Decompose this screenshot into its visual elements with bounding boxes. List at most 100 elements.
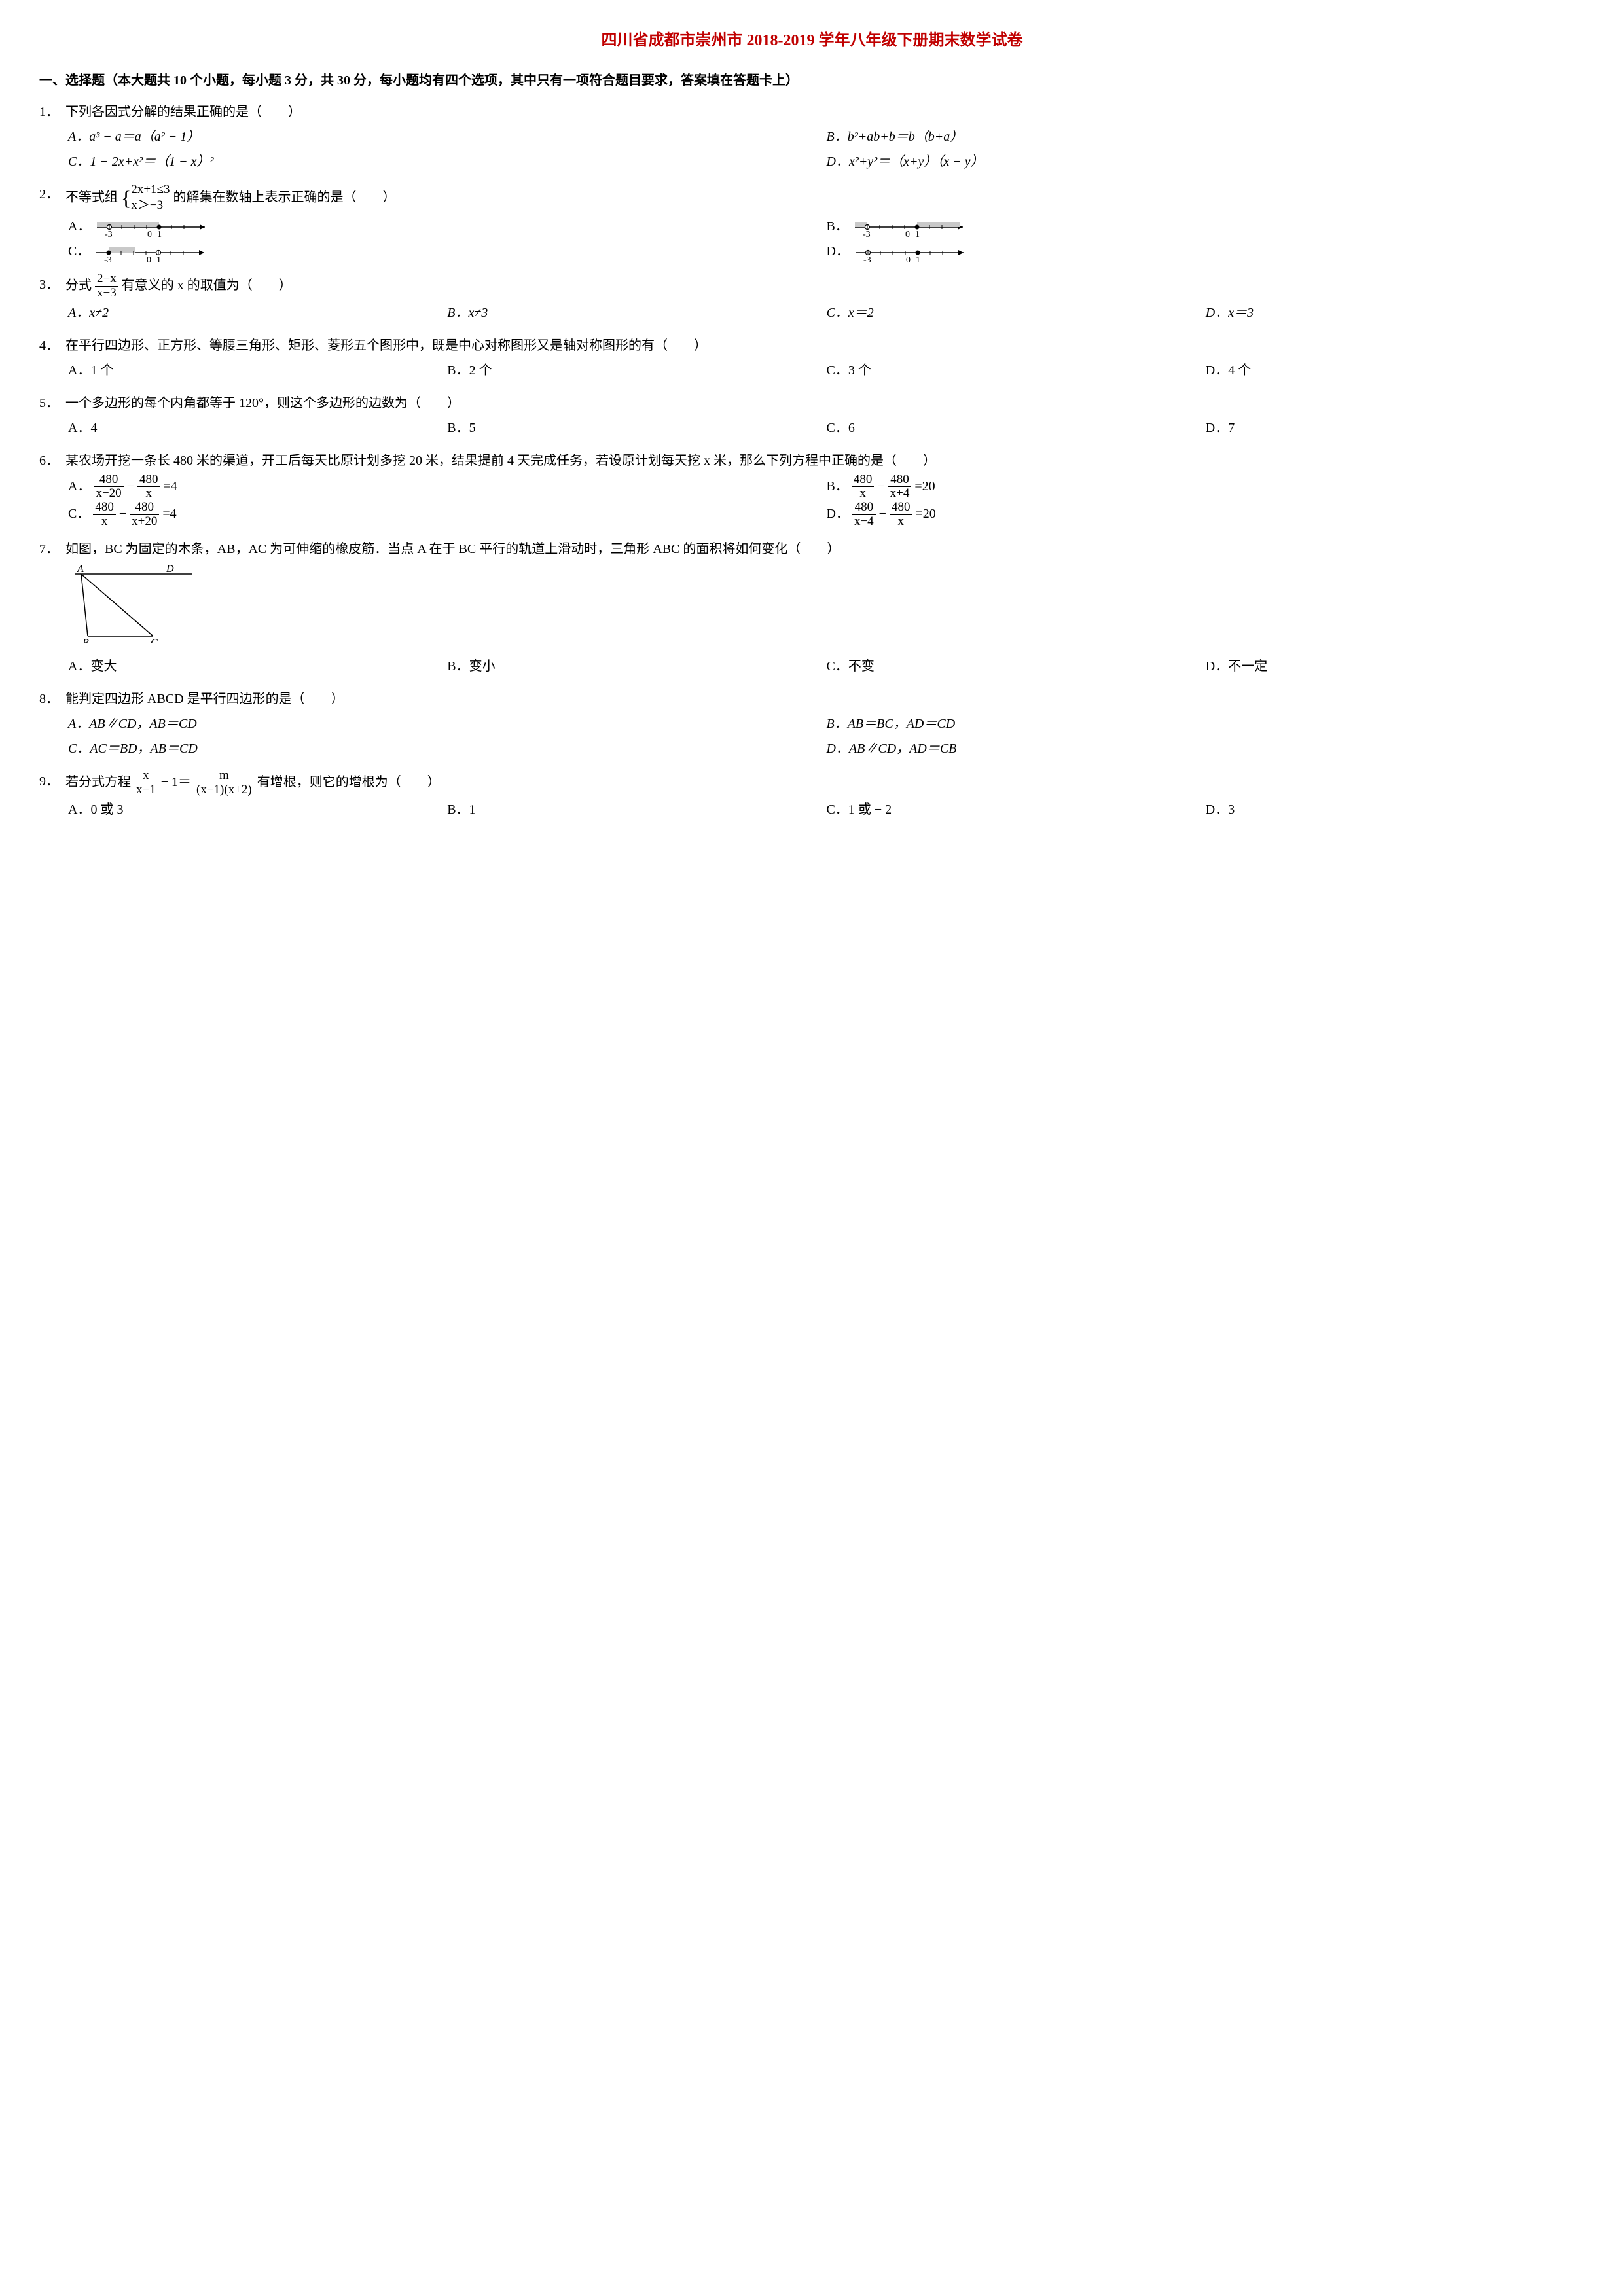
svg-text:-3: -3 — [105, 230, 113, 239]
q6a-f2-den: x — [137, 487, 160, 501]
svg-text:1: 1 — [156, 255, 161, 264]
fig-label-b: B — [82, 637, 89, 643]
svg-text:1: 1 — [915, 230, 920, 239]
fig-label-a: A — [77, 564, 84, 575]
q6c-frac2: 480x+20 — [130, 501, 159, 529]
q1-opt-a: A．a³ − a＝a（a² − 1） — [68, 124, 827, 149]
q9-f1-num: x — [134, 769, 158, 783]
q4-opt-a: A．1 个 — [68, 358, 447, 383]
q4-number: 4． — [39, 333, 65, 358]
q8-opt-b: B．AB＝BC，AD＝CD — [827, 711, 1585, 736]
q7-opt-c: C．不变 — [827, 654, 1206, 679]
q6c-f1-num: 480 — [93, 501, 116, 515]
q3-number: 3． — [39, 272, 65, 300]
q9-number: 9． — [39, 769, 65, 797]
question-1: 1． 下列各因式分解的结果正确的是（ ） A．a³ − a＝a（a² − 1） … — [39, 99, 1585, 174]
q6b-f1-num: 480 — [852, 473, 875, 488]
q9-frac2: m (x−1)(x+2) — [194, 769, 254, 797]
q6b-frac1: 480x — [852, 473, 875, 501]
svg-text:0: 0 — [147, 255, 151, 264]
q6b-rhs: =20 — [914, 479, 935, 493]
q9-stem: 若分式方程 x x−1 − 1＝ m (x−1)(x+2) 有增根，则它的增根为… — [65, 769, 1585, 797]
q2-opt-c: C． -301 — [68, 239, 827, 264]
q6d-f1-num: 480 — [852, 501, 876, 515]
q6-opt-b: B． 480x − 480x+4 =20 — [827, 473, 1585, 501]
svg-text:0: 0 — [906, 255, 911, 264]
fig-label-d: D — [166, 564, 174, 575]
q9-opt-c: C．1 或 − 2 — [827, 797, 1206, 822]
q5-number: 5． — [39, 391, 65, 416]
question-7: 7． 如图，BC 为固定的木条，AB，AC 为可伸缩的橡皮筋．当点 A 在于 B… — [39, 537, 1585, 679]
q4-stem: 在平行四边形、正方形、等腰三角形、矩形、菱形五个图形中，既是中心对称图形又是轴对… — [65, 333, 1585, 358]
q3-frac-den: x−3 — [95, 287, 118, 300]
q6b-f1-den: x — [852, 487, 875, 501]
q6a-frac1: 480x−20 — [94, 473, 123, 501]
q6-stem: 某农场开挖一条长 480 米的渠道，开工后每天比原计划多挖 20 米，结果提前 … — [65, 448, 1585, 473]
question-5: 5． 一个多边形的每个内角都等于 120°，则这个多边形的边数为（ ） A．4 … — [39, 391, 1585, 440]
q9-opt-b: B．1 — [447, 797, 826, 822]
q6c-rhs: =4 — [162, 507, 176, 521]
q8-opt-c: C．AC＝BD，AB＝CD — [68, 736, 827, 761]
section-1-heading: 一、选择题（本大题共 10 个小题，每小题 3 分，共 30 分，每小题均有四个… — [39, 68, 1585, 93]
q1-opt-c: C．1 − 2x+x²＝（1 − x）² — [68, 149, 827, 174]
q2-sys-bot: x＞−3 — [131, 198, 170, 214]
question-3: 3． 分式 2−x x−3 有意义的 x 的取值为（ ） A．x≠2 B．x≠3… — [39, 272, 1585, 325]
question-4: 4． 在平行四边形、正方形、等腰三角形、矩形、菱形五个图形中，既是中心对称图形又… — [39, 333, 1585, 383]
svg-text:0: 0 — [147, 230, 152, 239]
q2-stem-pre: 不等式组 — [65, 190, 118, 204]
numberline-c-icon: -301 — [93, 241, 211, 264]
q6d-frac2: 480x — [890, 501, 912, 529]
q6d-f1-den: x−4 — [852, 515, 876, 529]
q2-sys-top: 2x+1≤3 — [131, 182, 170, 198]
q2-stem: 不等式组 { 2x+1≤3 x＞−3 的解集在数轴上表示正确的是（ ） — [65, 182, 1585, 214]
q3-opt-b: B．x≠3 — [447, 300, 826, 325]
numberline-b-icon: -3 01 — [852, 215, 969, 239]
q6-opt-c-label: C． — [68, 507, 90, 521]
q7-opt-a: A．变大 — [68, 654, 447, 679]
q2-opt-b-label: B． — [827, 219, 848, 234]
q2-number: 2． — [39, 182, 65, 214]
q6a-f2-num: 480 — [137, 473, 160, 488]
q9-frac1: x x−1 — [134, 769, 158, 797]
q9-opt-a: A．0 或 3 — [68, 797, 447, 822]
q2-opt-c-label: C． — [68, 244, 90, 259]
q6c-f2-num: 480 — [130, 501, 159, 515]
q6b-f2-den: x+4 — [888, 487, 912, 501]
q4-opt-c: C．3 个 — [827, 358, 1206, 383]
svg-text:-3: -3 — [863, 230, 871, 239]
q6a-frac2: 480x — [137, 473, 160, 501]
q3-frac-num: 2−x — [95, 272, 118, 287]
q6-opt-a-label: A． — [68, 479, 90, 493]
q8-stem: 能判定四边形 ABCD 是平行四边形的是（ ） — [65, 687, 1585, 711]
q9-f2-den: (x−1)(x+2) — [194, 783, 254, 797]
q3-stem-post: 有意义的 x 的取值为（ ） — [122, 278, 292, 293]
q1-opt-d: D．x²+y²＝（x+y）（x − y） — [827, 149, 1585, 174]
brace-icon: { — [121, 186, 131, 209]
q6d-rhs: =20 — [915, 507, 935, 521]
q6-opt-d: D． 480x−4 − 480x =20 — [827, 501, 1585, 529]
q6c-f2-den: x+20 — [130, 515, 159, 529]
q4-opt-b: B．2 个 — [447, 358, 826, 383]
q5-opt-c: C．6 — [827, 416, 1206, 440]
question-6: 6． 某农场开挖一条长 480 米的渠道，开工后每天比原计划多挖 20 米，结果… — [39, 448, 1585, 529]
q3-opt-c: C．x＝2 — [827, 300, 1206, 325]
svg-text:1: 1 — [157, 230, 162, 239]
q7-stem: 如图，BC 为固定的木条，AB，AC 为可伸缩的橡皮筋．当点 A 在于 BC 平… — [65, 537, 1585, 562]
q2-system: 2x+1≤3 x＞−3 — [131, 182, 170, 214]
q9-stem-post: 有增根，则它的增根为（ ） — [257, 775, 441, 789]
q6-opt-c: C． 480x − 480x+20 =4 — [68, 501, 827, 529]
numberline-d-icon: -301 — [852, 241, 970, 264]
q9-opt-d: D．3 — [1206, 797, 1585, 822]
q8-number: 8． — [39, 687, 65, 711]
fig-label-c: C — [151, 637, 158, 643]
q3-stem-pre: 分式 — [65, 278, 92, 293]
q6a-f1-den: x−20 — [94, 487, 123, 501]
q8-opt-a: A．AB∥CD，AB＝CD — [68, 711, 827, 736]
q2-opt-a: A． -301 — [68, 214, 827, 239]
svg-text:0: 0 — [905, 230, 910, 239]
q9-mid: − 1＝ — [161, 775, 191, 789]
q6d-f2-num: 480 — [890, 501, 912, 515]
q9-stem-pre: 若分式方程 — [65, 775, 131, 789]
svg-text:1: 1 — [916, 255, 920, 264]
q6-opt-b-label: B． — [827, 479, 848, 493]
